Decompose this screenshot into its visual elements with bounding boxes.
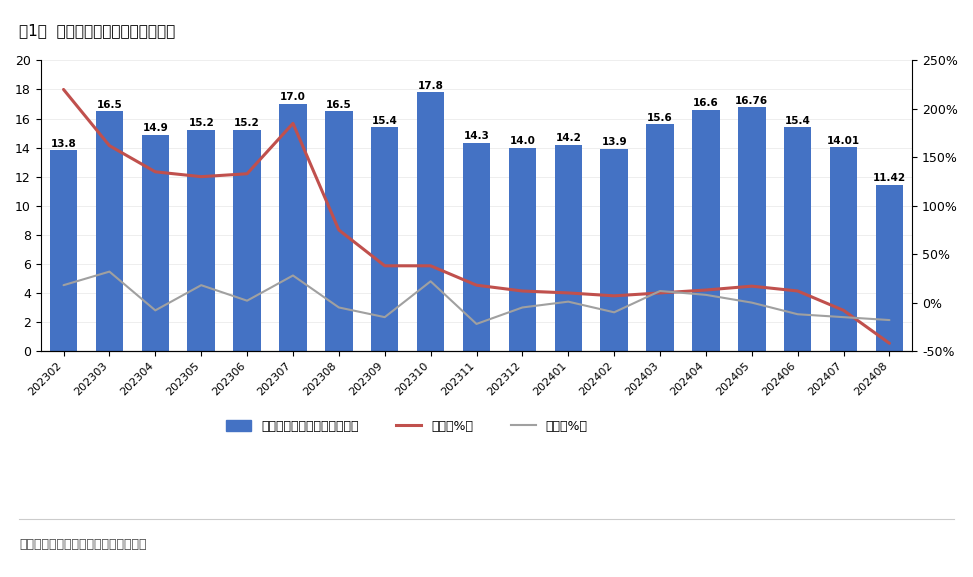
- Bar: [692, 110, 720, 351]
- Text: 15.4: 15.4: [372, 115, 398, 126]
- Text: 15.6: 15.6: [647, 113, 673, 122]
- Text: 14.0: 14.0: [510, 136, 535, 146]
- Text: 14.2: 14.2: [556, 133, 581, 143]
- Text: 17.0: 17.0: [280, 92, 306, 102]
- Bar: [371, 128, 399, 351]
- Text: 14.3: 14.3: [463, 132, 489, 141]
- Bar: [325, 111, 352, 351]
- Bar: [555, 145, 582, 351]
- Bar: [784, 128, 811, 351]
- Text: 15.2: 15.2: [189, 118, 214, 129]
- Text: 17.8: 17.8: [417, 81, 444, 91]
- Text: 13.9: 13.9: [601, 137, 627, 147]
- Text: 16.5: 16.5: [326, 99, 351, 110]
- Text: 图1：  美国组件进口金额（亿美元）: 图1： 美国组件进口金额（亿美元）: [19, 23, 176, 38]
- Text: 13.8: 13.8: [51, 138, 77, 149]
- Text: 15.4: 15.4: [785, 115, 811, 126]
- Bar: [600, 149, 628, 351]
- Text: 11.42: 11.42: [873, 173, 906, 183]
- Bar: [739, 107, 766, 351]
- Bar: [234, 130, 261, 351]
- Bar: [279, 104, 306, 351]
- Text: 16.6: 16.6: [693, 98, 719, 108]
- Text: 15.2: 15.2: [234, 118, 260, 129]
- Bar: [141, 134, 169, 351]
- Text: 14.9: 14.9: [142, 123, 168, 133]
- Legend: 光伏组件进口金额（亿美元）, 同比（%）, 环比（%）: 光伏组件进口金额（亿美元）, 同比（%）, 环比（%）: [221, 415, 593, 438]
- Text: 16.5: 16.5: [96, 99, 123, 110]
- Bar: [416, 92, 445, 351]
- Text: 14.01: 14.01: [827, 136, 860, 146]
- Text: 16.76: 16.76: [736, 96, 769, 106]
- Bar: [95, 111, 124, 351]
- Bar: [50, 151, 77, 351]
- Bar: [646, 124, 674, 351]
- Bar: [188, 130, 215, 351]
- Bar: [509, 148, 536, 351]
- Text: 数据来源：美国海关，东吴证券研究所: 数据来源：美国海关，东吴证券研究所: [19, 538, 147, 551]
- Bar: [876, 185, 903, 351]
- Bar: [463, 143, 490, 351]
- Bar: [830, 148, 857, 351]
